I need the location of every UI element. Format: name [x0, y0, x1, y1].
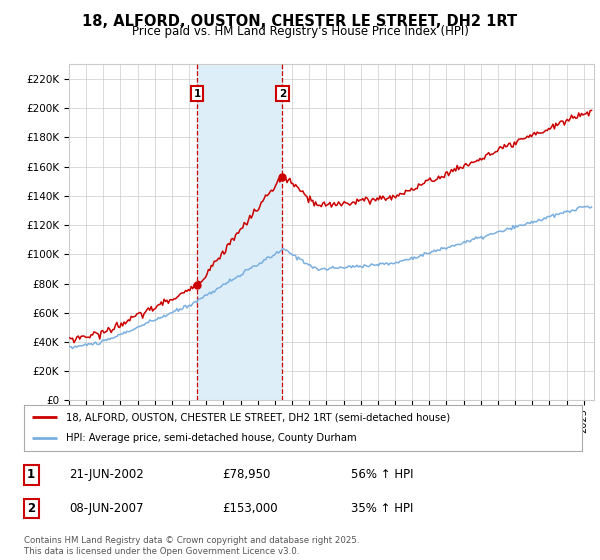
Text: 1: 1 [27, 468, 35, 482]
Text: £153,000: £153,000 [222, 502, 278, 515]
Bar [197, 64, 283, 400]
Text: 35% ↑ HPI: 35% ↑ HPI [351, 502, 413, 515]
Text: £78,950: £78,950 [222, 468, 271, 482]
Text: 2: 2 [27, 502, 35, 515]
Text: 1: 1 [193, 88, 200, 99]
Text: 18, ALFORD, OUSTON, CHESTER LE STREET, DH2 1RT (semi-detached house): 18, ALFORD, OUSTON, CHESTER LE STREET, D… [66, 412, 450, 422]
Text: 18, ALFORD, OUSTON, CHESTER LE STREET, DH2 1RT: 18, ALFORD, OUSTON, CHESTER LE STREET, D… [82, 14, 518, 29]
Text: HPI: Average price, semi-detached house, County Durham: HPI: Average price, semi-detached house,… [66, 433, 356, 444]
Text: 08-JUN-2007: 08-JUN-2007 [69, 502, 143, 515]
Text: 21-JUN-2002: 21-JUN-2002 [69, 468, 144, 482]
Text: 2: 2 [279, 88, 286, 99]
Text: Price paid vs. HM Land Registry's House Price Index (HPI): Price paid vs. HM Land Registry's House … [131, 25, 469, 38]
Text: Contains HM Land Registry data © Crown copyright and database right 2025.
This d: Contains HM Land Registry data © Crown c… [24, 536, 359, 556]
Text: 56% ↑ HPI: 56% ↑ HPI [351, 468, 413, 482]
